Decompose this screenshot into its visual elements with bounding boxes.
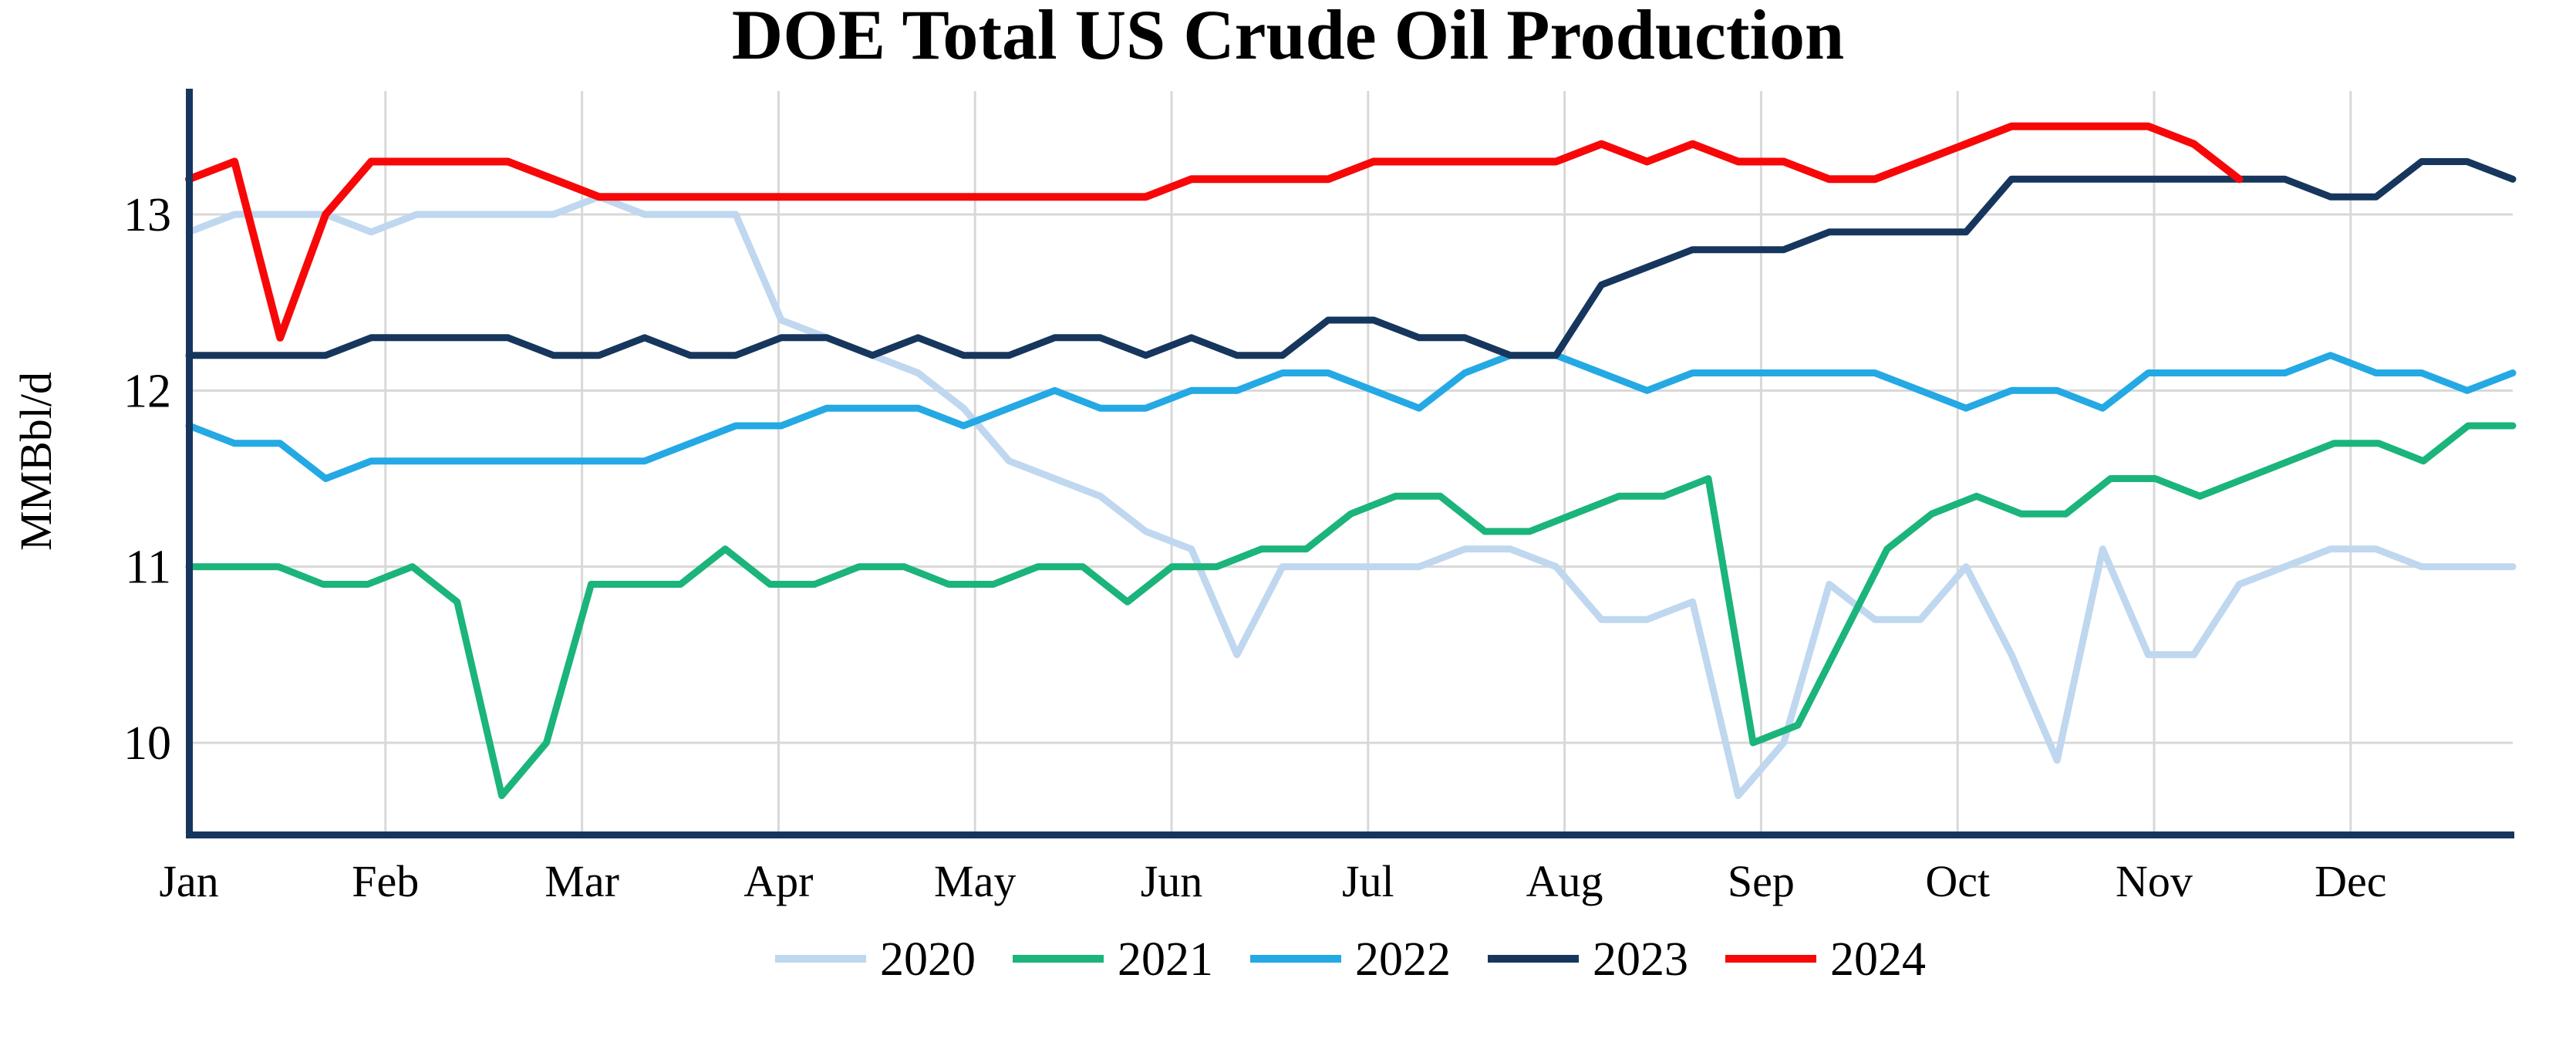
x-month-labels: Jan Feb Mar Apr May Jun Jul Aug Sep Oct Nov Dec: [159, 856, 2386, 906]
x-tick-Oct: Oct: [1925, 856, 1990, 906]
legend-label-2022: 2022: [1355, 933, 1451, 986]
y-axis-label: MMBbl/d: [11, 372, 61, 551]
legend-label-2023: 2023: [1593, 933, 1688, 986]
y-tick-labels: 10 11 12 13: [123, 189, 171, 770]
x-tick-Jul: Jul: [1342, 856, 1394, 906]
legend-label-2024: 2024: [1830, 933, 1926, 986]
x-tick-Jan: Jan: [159, 856, 218, 906]
y-tick-13: 13: [123, 189, 171, 241]
x-tick-Dec: Dec: [2315, 856, 2386, 906]
x-tick-Sep: Sep: [1728, 856, 1795, 906]
axis-spine: [186, 89, 2514, 838]
x-tick-Nov: Nov: [2116, 856, 2193, 906]
y-tick-10: 10: [123, 717, 171, 770]
series-line-2020: [185, 193, 2517, 799]
x-tick-May: May: [934, 856, 1016, 906]
legend-label-2021: 2021: [1118, 933, 1213, 986]
series-line-2024: [185, 122, 2244, 342]
legend-label-2020: 2020: [880, 933, 976, 986]
series-line-2023: [185, 158, 2517, 359]
x-tick-Aug: Aug: [1526, 856, 1603, 906]
chart-legend: 2020 2021 2022 2023 2024: [775, 933, 1926, 986]
y-tick-12: 12: [123, 365, 171, 417]
chart-title: DOE Total US Crude Oil Production: [732, 0, 1844, 74]
x-tick-Mar: Mar: [545, 856, 619, 906]
x-tick-Jun: Jun: [1141, 856, 1203, 906]
data-series: [185, 122, 2517, 799]
series-line-2021: [185, 422, 2517, 799]
x-tick-Apr: Apr: [743, 856, 813, 906]
x-tick-Feb: Feb: [352, 856, 419, 906]
series-line-2022: [185, 352, 2517, 482]
y-tick-11: 11: [125, 541, 171, 594]
grid-lines: [189, 91, 2513, 831]
